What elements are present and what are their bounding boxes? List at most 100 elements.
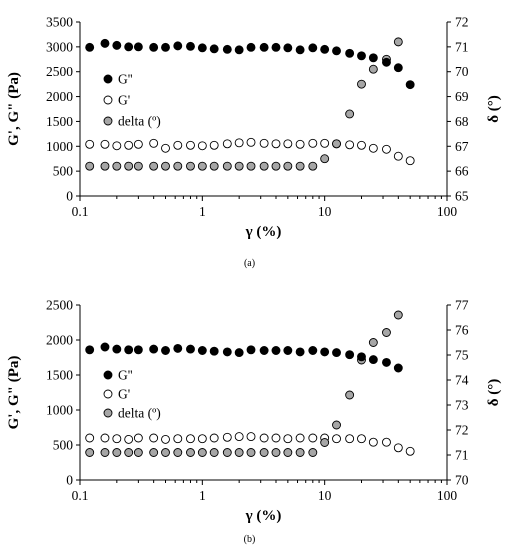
data-point-g-prime [345,140,355,150]
y2-tick-label: 69 [455,89,469,104]
y2-tick-label: 77 [455,298,469,313]
data-point-g-prime [405,446,415,456]
data-point-g-double-prime [332,348,341,358]
data-point-g-double-prime [149,42,159,52]
data-point-g-prime [173,434,183,444]
data-point-g-double-prime [368,355,378,365]
data-point-g-prime [149,138,159,148]
data-point-g-prime [222,139,232,149]
data-point-delta [332,139,341,149]
data-point-delta [259,448,269,457]
data-point-g-prime [405,156,415,166]
data-point-g-double-prime [85,42,95,52]
data-point-g-prime [259,138,269,148]
data-point-delta [222,448,232,457]
data-point-g-prime [186,140,195,150]
legend-label: G'' [118,368,133,383]
data-point-g-prime [85,433,95,443]
data-point-g-double-prime [283,43,293,53]
data-point-g-double-prime [100,342,110,352]
legend-label: G' [118,387,130,402]
data-point-delta [246,448,256,457]
data-point-g-double-prime [382,57,391,67]
data-point-g-prime [222,432,232,442]
data-point-g-prime [382,144,391,154]
data-point-delta [85,448,95,457]
y2-tick-label: 76 [455,323,469,338]
data-point-g-prime [133,139,143,149]
data-point-delta [124,448,134,457]
data-point-delta [283,448,293,457]
data-point-delta [234,448,244,457]
data-point-g-prime [149,433,159,443]
data-point-delta [100,448,110,457]
panel-label: (b) [244,534,256,545]
data-point-g-prime [357,140,366,150]
data-point-g-double-prime [357,51,366,61]
data-point-g-prime [368,437,378,447]
legend-marker [103,116,113,126]
data-point-g-prime [133,433,143,443]
data-point-g-prime [345,434,355,444]
y-axis-title: G', G" (Pa) [6,72,22,146]
data-point-g-prime [357,434,366,444]
data-point-g-double-prime [382,357,391,367]
data-point-g-prime [161,434,170,444]
legend-label: delta (º) [118,406,161,421]
data-point-delta [295,448,305,457]
data-point-g-prime [295,433,305,443]
y-tick-label: 0 [66,189,73,204]
data-point-g-double-prime [124,345,134,355]
data-point-delta [357,79,366,89]
data-point-delta [295,161,305,171]
legend-label: G' [118,93,130,108]
y-tick-label: 2000 [46,89,73,104]
data-point-delta [382,328,391,337]
y-tick-label: 3000 [46,39,73,54]
y2-tick-label: 65 [455,189,469,204]
data-point-g-double-prime [332,46,341,56]
data-point-delta [133,448,143,457]
y-tick-label: 1500 [46,114,73,129]
data-point-g-prime [186,434,195,444]
y2-tick-label: 72 [455,15,469,30]
data-point-g-prime [368,143,378,153]
data-point-delta [186,448,195,457]
data-point-g-prime [209,433,219,443]
data-point-g-prime [393,443,403,453]
data-point-g-prime [197,434,207,444]
data-point-g-prime [112,434,122,444]
data-point-g-prime [271,139,281,149]
data-point-g-prime [197,141,207,151]
y2-tick-label: 74 [455,373,469,388]
data-point-g-double-prime [393,63,403,73]
legend-marker [103,389,113,399]
data-point-delta [161,161,170,171]
x-tick-label: 10 [318,488,332,503]
data-point-delta [283,161,293,171]
data-point-delta [271,448,281,457]
y-tick-label: 0 [66,473,73,488]
data-point-g-prime [382,437,391,447]
data-point-g-double-prime [246,345,256,355]
y2-tick-label: 66 [455,164,469,179]
data-point-g-double-prime [186,41,195,51]
data-point-delta [271,161,281,171]
data-point-delta [259,161,269,171]
data-point-g-double-prime [320,347,330,357]
data-point-g-double-prime [320,44,330,54]
x-axis-title: γ (%) [245,508,282,524]
data-point-g-double-prime [345,350,355,360]
legend-label: G'' [118,72,133,87]
data-point-delta [209,448,219,457]
data-point-g-double-prime [308,346,318,355]
legend-marker [103,95,113,105]
data-point-g-double-prime [124,42,134,52]
data-point-g-double-prime [222,44,232,54]
data-point-g-prime [234,432,244,442]
data-point-g-prime [283,434,293,444]
data-point-delta [234,161,244,171]
y-tick-label: 1500 [46,368,73,383]
y-tick-label: 3500 [46,15,73,30]
y-tick-label: 1000 [46,139,73,154]
